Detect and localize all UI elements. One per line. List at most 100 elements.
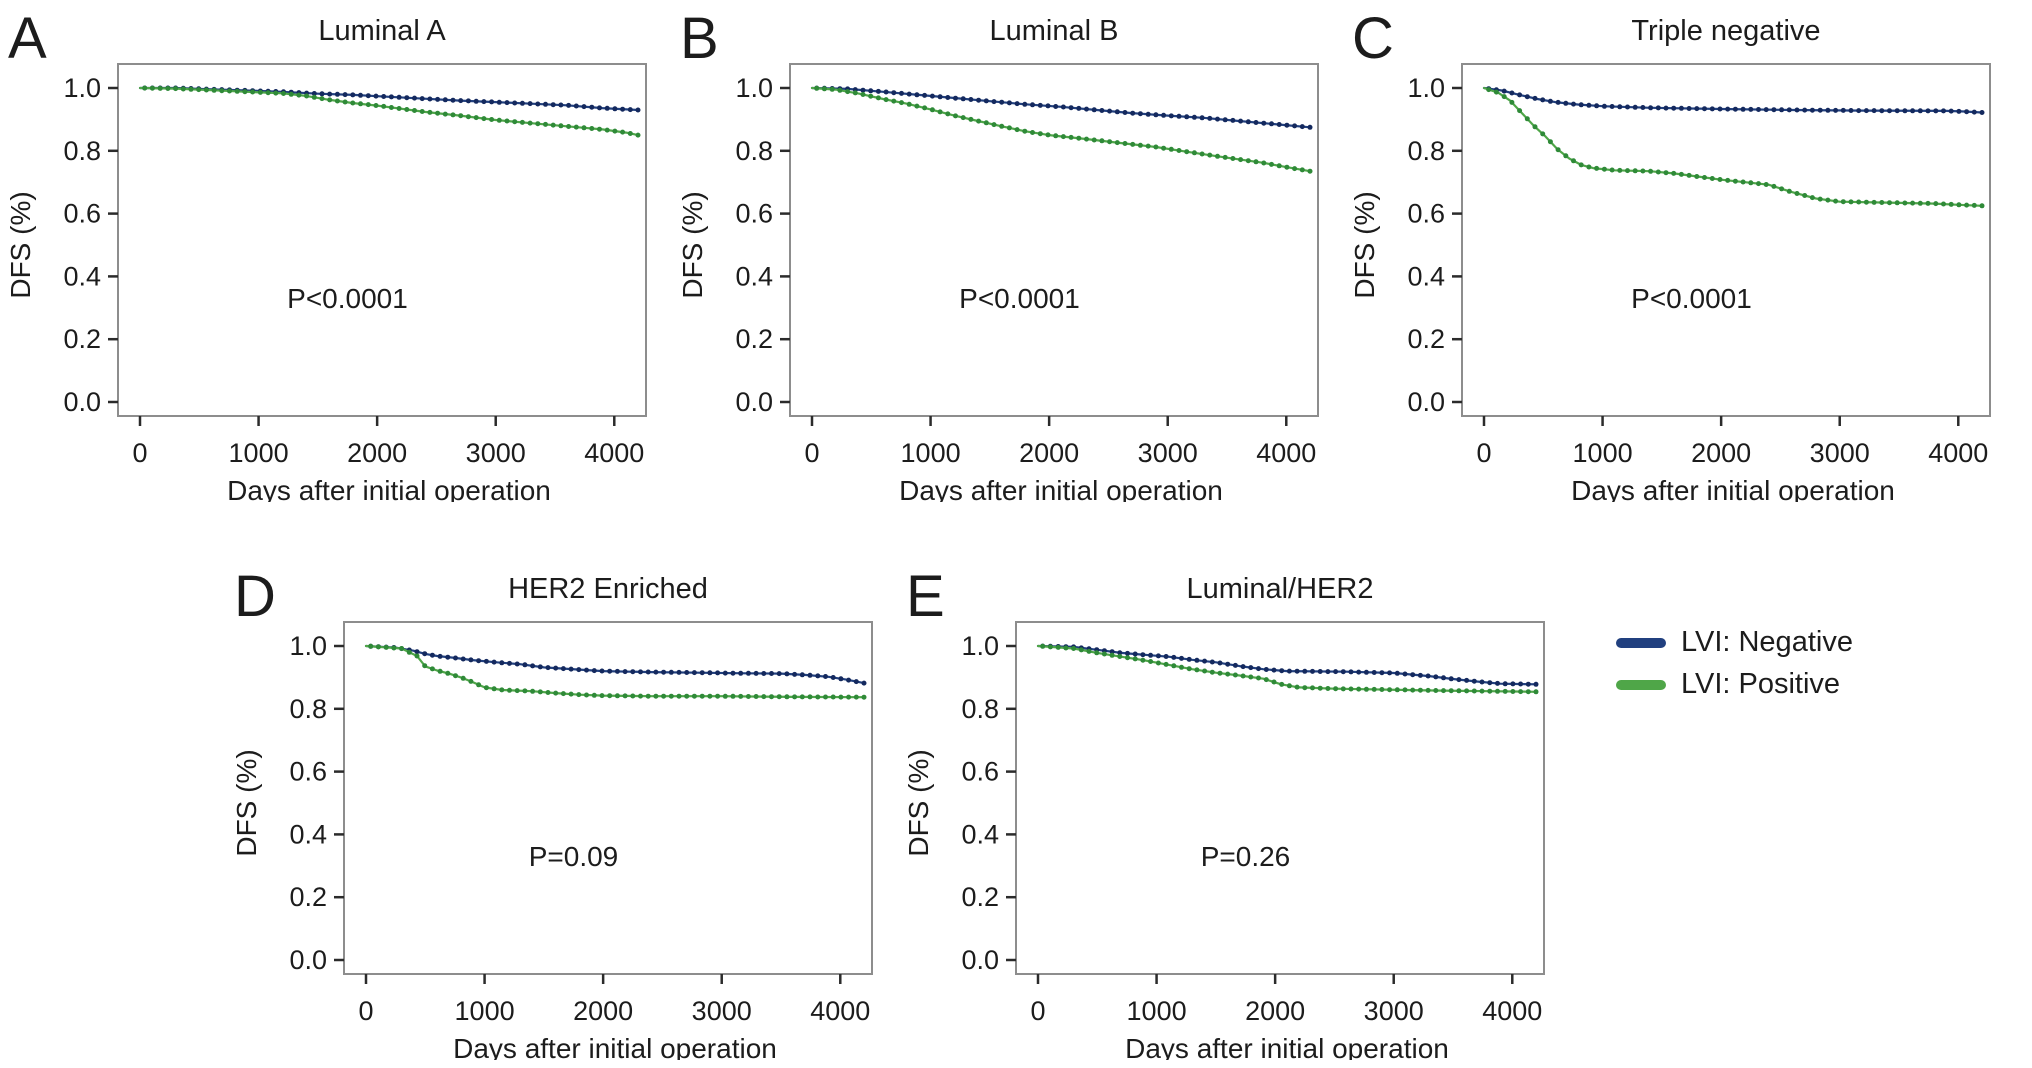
censor-mark	[830, 694, 836, 700]
censor-mark	[730, 670, 736, 676]
censor-mark	[838, 694, 844, 700]
censor-mark	[165, 86, 171, 91]
censor-mark	[1379, 687, 1385, 692]
censor-mark	[845, 89, 851, 95]
censor-mark	[1130, 141, 1136, 147]
censor-mark	[442, 111, 448, 117]
censor-mark	[1856, 199, 1862, 205]
censor-mark	[776, 671, 782, 677]
censor-mark	[1456, 677, 1462, 683]
censor-mark	[1540, 131, 1546, 137]
censor-mark	[838, 676, 844, 682]
censor-mark	[1222, 117, 1228, 123]
censor-mark	[1299, 167, 1305, 173]
censor-mark	[1910, 108, 1916, 114]
censor-mark	[550, 102, 556, 108]
censor-mark	[188, 86, 194, 92]
censor-mark	[234, 88, 240, 94]
censor-mark	[1356, 686, 1362, 692]
censor-mark	[1502, 688, 1508, 694]
censor-mark	[1132, 651, 1138, 657]
censor-mark	[381, 103, 387, 109]
censor-mark	[504, 100, 510, 106]
censor-mark	[350, 92, 356, 98]
y-axis: 1.0 0.8 0.6 0.4 0.2 0.0	[289, 631, 344, 975]
censor-mark	[1464, 677, 1470, 683]
censor-mark	[1263, 667, 1269, 672]
censor-mark	[622, 693, 628, 699]
censor-mark	[342, 92, 348, 98]
censor-mark	[1232, 672, 1238, 678]
censor-mark	[807, 672, 813, 678]
censor-mark	[1702, 106, 1707, 112]
censor-mark	[722, 693, 728, 699]
censor-mark	[1248, 665, 1254, 671]
censor-mark	[1148, 652, 1154, 658]
censor-mark	[1856, 108, 1862, 114]
series-lvi-negative	[364, 643, 867, 686]
censor-mark	[1879, 200, 1885, 205]
censor-mark	[1917, 108, 1923, 114]
censor-mark	[1179, 655, 1184, 661]
censor-mark	[527, 120, 533, 126]
censor-mark	[1694, 174, 1700, 179]
censor-mark	[1571, 101, 1576, 107]
censor-mark	[458, 113, 464, 119]
censor-mark	[591, 692, 597, 698]
censor-mark	[1410, 672, 1416, 678]
censor-mark	[489, 117, 495, 122]
censor-mark	[1145, 111, 1151, 117]
censor-mark	[1817, 196, 1823, 202]
censor-mark	[1786, 188, 1792, 194]
y-tick-label: 0.8	[289, 694, 327, 724]
censor-mark	[883, 97, 889, 103]
censor-mark	[861, 694, 867, 700]
censor-mark	[1956, 108, 1962, 114]
censor-mark	[1194, 657, 1200, 663]
censor-mark	[1833, 107, 1839, 113]
censor-mark	[1099, 138, 1105, 144]
censor-mark	[227, 88, 232, 94]
survival-curve	[1482, 86, 1984, 207]
y-tick-label: 0.6	[961, 757, 999, 787]
panel-letter: C	[1352, 6, 1394, 71]
censor-mark	[1132, 656, 1138, 662]
censor-mark	[676, 669, 682, 675]
censor-mark	[1717, 177, 1723, 182]
censor-mark	[481, 116, 487, 122]
censor-mark	[991, 99, 997, 105]
censor-mark	[1817, 107, 1823, 113]
censor-mark	[784, 694, 790, 700]
censor-mark	[1417, 672, 1423, 678]
p-value: P<0.0001	[1631, 283, 1752, 314]
censor-mark	[1563, 100, 1569, 106]
censor-mark	[507, 660, 512, 666]
censor-mark	[868, 88, 874, 94]
censor-mark	[1917, 200, 1923, 206]
censor-mark	[1964, 202, 1970, 208]
censor-mark	[960, 96, 966, 102]
y-tick-label: 1.0	[735, 73, 773, 103]
censor-mark	[1340, 686, 1346, 692]
censor-mark	[465, 98, 471, 104]
lvi-negative-swatch-icon	[1616, 637, 1666, 648]
legend-item-lvi-negative: LVI: Negative	[1616, 626, 1853, 659]
censor-mark	[653, 693, 659, 699]
censor-mark	[638, 669, 643, 675]
censor-mark	[1456, 688, 1462, 694]
censor-mark	[1256, 675, 1261, 681]
censor-mark	[776, 694, 782, 700]
censor-mark	[1071, 646, 1077, 651]
survival-curve	[138, 86, 640, 137]
censor-mark	[537, 689, 543, 695]
censor-mark	[707, 670, 713, 676]
censor-mark	[576, 692, 582, 698]
censor-mark	[875, 88, 881, 94]
censor-mark	[142, 85, 148, 91]
y-tick-label: 0.4	[1407, 261, 1445, 291]
censor-mark	[530, 663, 536, 669]
censor-mark	[1240, 664, 1246, 670]
censor-mark	[445, 654, 451, 660]
censor-mark	[173, 86, 179, 92]
censor-mark	[699, 670, 705, 676]
